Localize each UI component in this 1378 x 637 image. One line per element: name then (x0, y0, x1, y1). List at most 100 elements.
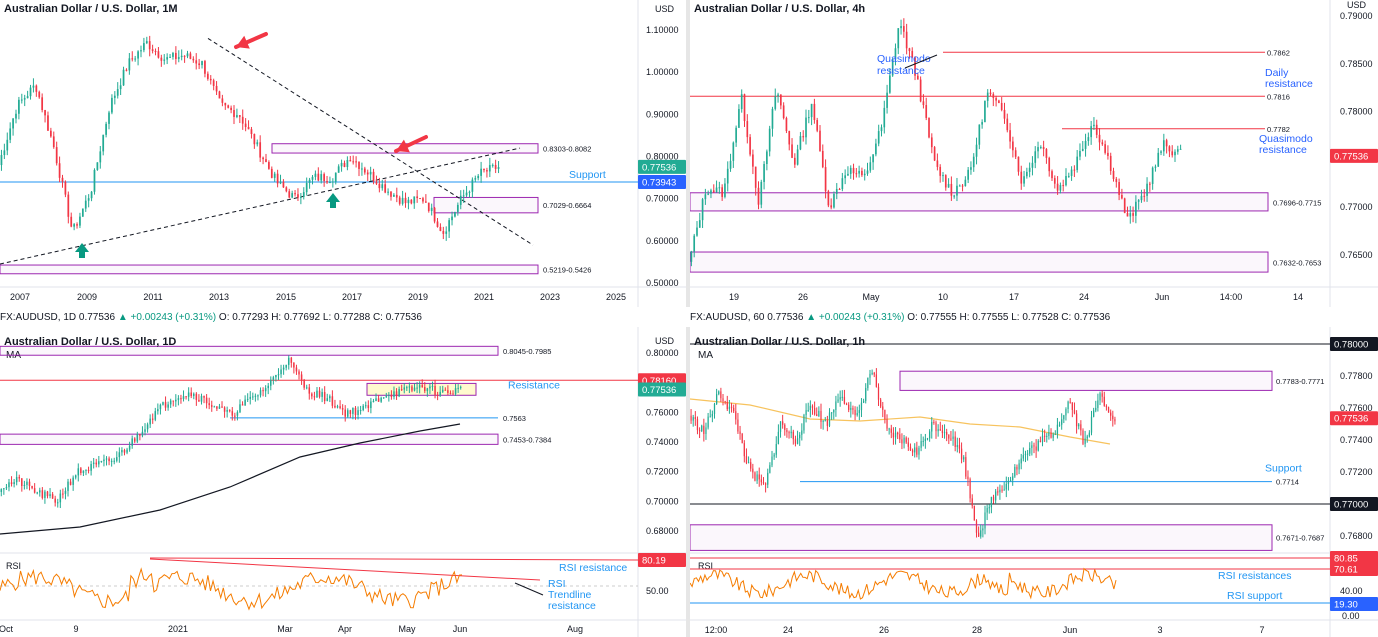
candle-body (29, 87, 32, 97)
candle-body (300, 374, 303, 381)
chart-title: Australian Dollar / U.S. Dollar, 4h (694, 3, 866, 15)
candle-body (67, 194, 70, 217)
candle-body (47, 115, 49, 131)
chart-panel-4h[interactable]: 0.790000.785000.780000.775000.770000.765… (690, 0, 1378, 307)
candle-body (967, 476, 969, 480)
candle-body (944, 175, 947, 188)
candle-body (816, 414, 818, 417)
candle-body (218, 406, 221, 409)
candle-body (290, 357, 293, 363)
candle-body (108, 458, 110, 462)
4h-chart-svg[interactable]: 0.790000.785000.780000.775000.770000.765… (690, 0, 1378, 307)
candle-body (253, 133, 256, 145)
candle-body (1071, 402, 1073, 410)
candle-body (195, 393, 198, 400)
candle-body (377, 398, 380, 402)
moving-average-line (0, 423, 461, 535)
candle-body (390, 395, 393, 398)
candle-body (793, 157, 796, 165)
candle-body (244, 123, 247, 128)
candle-body (201, 61, 203, 66)
chart-panel-monthly[interactable]: USD 1.10000 1.00000 0.90000 0.80000 0.70000 0.… (0, 0, 686, 307)
candle-body (1024, 453, 1027, 456)
candle-body (1168, 146, 1171, 152)
level-label: 0.7563 (503, 414, 526, 423)
candle-body (972, 156, 975, 168)
candle-body (413, 196, 416, 204)
candle-body (882, 406, 884, 410)
monthly-chart-svg[interactable]: USD 1.10000 1.00000 0.90000 0.80000 0.70000 0.… (0, 0, 686, 307)
candle-body (981, 122, 983, 125)
chart-panel-daily[interactable]: USDMARSI0.800000.780000.760000.740000.72… (0, 327, 686, 637)
currency-label: USD (655, 4, 675, 14)
candle-body (331, 396, 334, 406)
candle-body (801, 430, 803, 435)
candle-body (1129, 213, 1132, 217)
candle-body (965, 457, 967, 477)
candle-body (421, 385, 423, 388)
candle-body (833, 193, 835, 208)
round-number-badge (1330, 337, 1378, 351)
candle-body (750, 462, 752, 469)
daily-chart-svg[interactable]: USDMARSI0.800000.780000.760000.740000.72… (0, 327, 686, 637)
candle-body (213, 406, 216, 408)
symbol-label[interactable]: FX:AUDUSD, 1D (0, 312, 77, 323)
candle-body (1143, 195, 1146, 197)
candle-body (1056, 424, 1059, 435)
candle-body (690, 415, 692, 421)
candle-body (1070, 169, 1073, 176)
zone-label: 0.8045-0.7985 (503, 347, 551, 356)
candle-body (50, 130, 52, 137)
candle-body (722, 398, 724, 402)
symbol-label[interactable]: FX:AUDUSD, 60 (690, 312, 765, 323)
candle-body (279, 181, 282, 184)
candle-body (221, 406, 223, 408)
chart-title: Australian Dollar / U.S. Dollar, 1h (694, 336, 866, 348)
chart-panel-hourly[interactable]: USDMARSI0.778000.776000.774000.772000.77… (690, 327, 1378, 637)
ascending-trendline (0, 147, 521, 265)
candle-body (995, 491, 997, 501)
candle-body (715, 394, 718, 404)
candle-body (0, 155, 3, 166)
last-price-badge-text: 0.77536 (1334, 414, 1368, 425)
rsi-trendline-annotation: resistance (548, 600, 596, 612)
x-tick-label: 3 (1157, 625, 1162, 635)
rsi-support-annotation: RSI support (1227, 590, 1283, 602)
candle-body (33, 488, 36, 493)
candle-body (754, 472, 756, 481)
candle-body (871, 372, 873, 374)
candle-body (452, 393, 454, 395)
x-tick-label: 14:00 (1220, 292, 1243, 302)
up-arrow-2008 (75, 243, 89, 258)
candle-body (807, 117, 810, 119)
red-arrow-2013-head (236, 35, 250, 49)
hourly-chart-svg[interactable]: USDMARSI0.778000.776000.774000.772000.77… (690, 327, 1378, 637)
rsi-line (690, 567, 1117, 600)
candle-body (1052, 434, 1054, 438)
candle-body (698, 430, 701, 432)
candle-body (999, 489, 1001, 493)
candle-body (308, 179, 311, 184)
candle-body (852, 167, 855, 174)
support-label: Support (1265, 463, 1302, 475)
candle-body (720, 391, 722, 399)
qm2-annotation: Quasimodo (1259, 133, 1313, 145)
candle-body (1112, 170, 1115, 179)
candle-body (300, 196, 302, 198)
candle-body (718, 391, 720, 395)
candle-body (186, 53, 189, 57)
candle-body (250, 129, 253, 134)
candle-body (777, 431, 780, 445)
candle-body (454, 388, 457, 394)
candle-body (169, 400, 172, 405)
candle-body (1053, 178, 1056, 184)
candle-body (385, 396, 388, 398)
candle-body (1176, 149, 1179, 152)
candle-body (995, 98, 997, 101)
candle-body (1140, 195, 1143, 201)
last-price: 0.77536 (767, 312, 804, 323)
candle-body (928, 117, 930, 138)
high-value: H: 0.77692 (271, 312, 321, 323)
candle-body (468, 191, 471, 193)
y-tick-label: 0.60000 (646, 236, 679, 246)
